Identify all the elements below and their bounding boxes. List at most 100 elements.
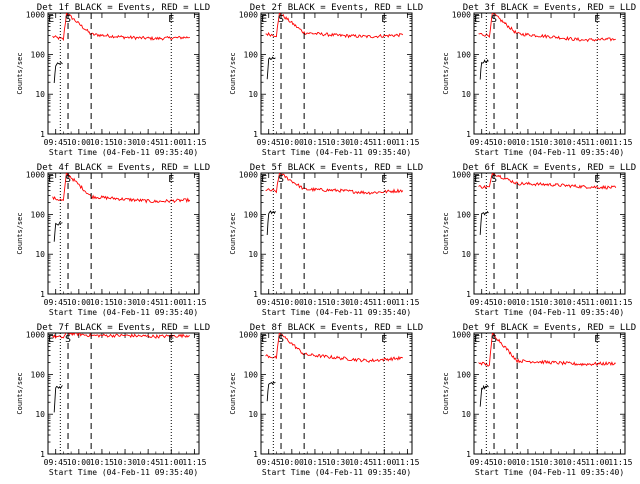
y-tick-label: 10 bbox=[461, 90, 471, 99]
plot-area bbox=[266, 173, 404, 235]
x-tick-label: 09:45 bbox=[44, 138, 68, 147]
marker-label: E bbox=[594, 334, 600, 345]
series-line-events bbox=[480, 212, 609, 235]
marker-label: E bbox=[48, 334, 54, 345]
series-line-lld bbox=[52, 333, 191, 339]
x-tick-label: 11:00 bbox=[585, 458, 609, 467]
y-tick-label: 1000 bbox=[26, 171, 45, 180]
y-axis-label: Counts/sec bbox=[229, 372, 237, 414]
marker-label: S bbox=[65, 174, 71, 185]
x-tick-label: 10:00 bbox=[493, 298, 517, 307]
axes-frame bbox=[47, 12, 200, 135]
marker-label: S bbox=[491, 174, 497, 185]
chart-title: Det 1f BLACK = Events, RED = LLD bbox=[37, 3, 210, 13]
x-tick-label: 10:15 bbox=[303, 138, 327, 147]
x-tick-label: 11:00 bbox=[372, 298, 396, 307]
series-line-lld bbox=[52, 173, 191, 204]
y-axis-label: Counts/sec bbox=[229, 52, 237, 94]
series-line-events bbox=[54, 63, 183, 83]
y-tick-label: 100 bbox=[457, 50, 472, 59]
x-tick-label: 10:45 bbox=[136, 458, 160, 467]
x-tick-label: 10:30 bbox=[113, 138, 137, 147]
y-tick-label: 100 bbox=[31, 50, 46, 59]
x-tick-label: 10:45 bbox=[349, 138, 373, 147]
chart-panel: Det 5f BLACK = Events, RED = LLD 1 10 100 10… bbox=[229, 163, 423, 317]
y-axis-label: Counts/sec bbox=[442, 212, 450, 254]
marker-label: S bbox=[491, 334, 497, 345]
series-line-events bbox=[480, 60, 609, 79]
y-tick-label: 10 bbox=[35, 410, 45, 419]
series-line-lld bbox=[52, 13, 190, 42]
x-tick-label: 10:15 bbox=[303, 458, 327, 467]
marker-label: E bbox=[381, 14, 387, 25]
x-tick-label: 09:45 bbox=[257, 138, 281, 147]
marker-label: S bbox=[278, 14, 284, 25]
x-tick-label: 10:00 bbox=[493, 458, 517, 467]
marker-label: E bbox=[381, 334, 387, 345]
plot-area bbox=[265, 333, 403, 402]
x-tick-label: 11:00 bbox=[159, 458, 183, 467]
series-line-events bbox=[54, 386, 183, 413]
marker-label: S bbox=[491, 14, 497, 25]
chart-title: Det 8f BLACK = Events, RED = LLD bbox=[250, 323, 423, 333]
x-tick-label: 10:30 bbox=[539, 138, 563, 147]
chart-title: Det 7f BLACK = Events, RED = LLD bbox=[37, 323, 210, 333]
x-tick-label: 09:45 bbox=[470, 298, 494, 307]
axes-frame bbox=[47, 332, 200, 455]
y-tick-label: 1 bbox=[40, 450, 45, 459]
x-tick-label: 11:00 bbox=[372, 458, 396, 467]
y-axis-label: Counts/sec bbox=[442, 372, 450, 414]
plot-area bbox=[478, 13, 616, 80]
x-tick-label: 10:15 bbox=[516, 138, 540, 147]
chart-title: Det 2f BLACK = Events, RED = LLD bbox=[250, 3, 423, 13]
series-line-lld bbox=[265, 333, 403, 364]
marker-label: E bbox=[168, 14, 174, 25]
axes-frame bbox=[473, 12, 626, 135]
y-axis-label: Counts/sec bbox=[16, 52, 24, 94]
series-line-lld bbox=[478, 333, 616, 367]
x-axis-label: Start Time (04-Feb-11 09:35:40) bbox=[475, 148, 624, 157]
x-tick-label: 11:15 bbox=[182, 298, 206, 307]
x-tick-label: 10:15 bbox=[90, 138, 114, 147]
series-line-events bbox=[267, 211, 396, 235]
marker-label: E bbox=[168, 174, 174, 185]
chart-title: Det 5f BLACK = Events, RED = LLD bbox=[250, 163, 423, 173]
chart-title: Det 9f BLACK = Events, RED = LLD bbox=[463, 323, 636, 333]
y-axis-label: Counts/sec bbox=[442, 52, 450, 94]
y-tick-label: 10 bbox=[248, 90, 258, 99]
y-tick-label: 1000 bbox=[452, 11, 471, 20]
x-axis-label: Start Time (04-Feb-11 09:35:40) bbox=[49, 148, 198, 157]
x-axis-label: Start Time (04-Feb-11 09:35:40) bbox=[262, 308, 411, 317]
y-tick-label: 1 bbox=[466, 130, 471, 139]
y-axis-label: Counts/sec bbox=[16, 212, 24, 254]
x-tick-label: 11:15 bbox=[395, 298, 419, 307]
marker-label: E bbox=[381, 174, 387, 185]
chart-panel: Det 1f BLACK = Events, RED = LLD 1 10 100 10… bbox=[16, 3, 210, 157]
chart-panel: Det 9f BLACK = Events, RED = LLD 1 10 100 10… bbox=[442, 323, 636, 477]
plot-area bbox=[478, 333, 616, 407]
chart-title: Det 4f BLACK = Events, RED = LLD bbox=[37, 163, 210, 173]
y-axis-label: Counts/sec bbox=[16, 372, 24, 414]
y-tick-label: 1 bbox=[466, 450, 471, 459]
y-tick-label: 1 bbox=[466, 290, 471, 299]
series-line-lld bbox=[478, 13, 616, 43]
y-tick-label: 10 bbox=[35, 90, 45, 99]
x-tick-label: 11:00 bbox=[372, 138, 396, 147]
x-axis-label: Start Time (04-Feb-11 09:35:40) bbox=[262, 148, 411, 157]
marker-label: S bbox=[65, 14, 71, 25]
x-tick-label: 11:00 bbox=[159, 138, 183, 147]
x-tick-label: 10:45 bbox=[349, 458, 373, 467]
y-tick-label: 1000 bbox=[239, 11, 258, 20]
x-axis-label: Start Time (04-Feb-11 09:35:40) bbox=[475, 468, 624, 477]
y-tick-label: 1 bbox=[253, 130, 258, 139]
x-tick-label: 10:15 bbox=[90, 298, 114, 307]
x-tick-label: 10:45 bbox=[562, 138, 586, 147]
x-tick-label: 11:15 bbox=[182, 138, 206, 147]
x-tick-label: 10:00 bbox=[280, 298, 304, 307]
x-tick-label: 10:30 bbox=[539, 298, 563, 307]
y-tick-label: 1 bbox=[253, 450, 258, 459]
y-tick-label: 1 bbox=[253, 290, 258, 299]
x-tick-label: 11:00 bbox=[585, 138, 609, 147]
x-axis-label: Start Time (04-Feb-11 09:35:40) bbox=[262, 468, 411, 477]
